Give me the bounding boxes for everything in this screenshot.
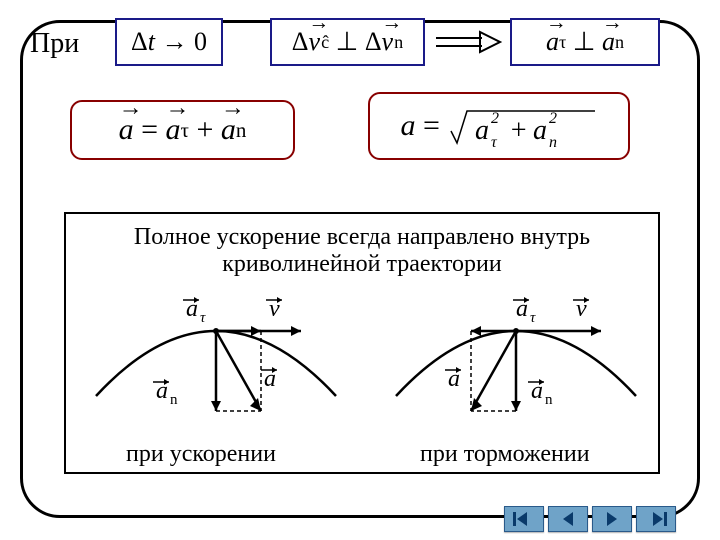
box-a-perp: aτ ⊥ an — [510, 18, 660, 66]
box-dv-perp: Δvĉ ⊥ Δvn — [270, 18, 425, 66]
formula-dt: Δt → 0 — [117, 20, 221, 64]
nav-next-button[interactable] — [592, 506, 632, 532]
svg-text:n: n — [549, 134, 557, 151]
implies-icon — [432, 30, 502, 54]
formula-a-perp: aτ ⊥ an — [512, 20, 658, 64]
svg-text:a: a — [475, 115, 489, 146]
svg-text:n: n — [545, 392, 553, 408]
box-a-sum: a = aτ + an — [70, 100, 295, 160]
caption-decel: при торможении — [420, 441, 590, 468]
svg-text:n: n — [170, 392, 178, 408]
big-box: Полное ускорение всегда направлено внутр… — [64, 212, 660, 474]
label-pri: При — [30, 28, 79, 60]
svg-text:τ: τ — [491, 134, 498, 151]
diagram-deceleration: v a τ a n a — [386, 286, 646, 436]
formula-a-sum: a = aτ + an — [72, 102, 293, 158]
svg-text:2: 2 — [549, 110, 557, 127]
formula-dv-perp: Δvĉ ⊥ Δvn — [272, 20, 423, 64]
nav-last-button[interactable] — [636, 506, 676, 532]
caption-accel: при ускорении — [126, 441, 276, 468]
diagram-acceleration: v a τ a n a — [86, 286, 346, 436]
nav-first-button[interactable] — [504, 506, 544, 532]
nav-buttons — [504, 506, 676, 532]
box-a-mag: a = a 2 τ + a 2 n — [368, 92, 630, 160]
formula-a-mag: a = a 2 τ + a 2 n — [370, 94, 628, 158]
svg-text:+: + — [509, 115, 528, 146]
svg-text:a: a — [533, 115, 547, 146]
svg-text:τ: τ — [530, 310, 536, 326]
nav-prev-button[interactable] — [548, 506, 588, 532]
svg-text:τ: τ — [200, 310, 206, 326]
box-dt: Δt → 0 — [115, 18, 223, 66]
slide: При Δt → 0 Δvĉ ⊥ Δvn aτ ⊥ an a = aτ + — [0, 0, 720, 540]
big-box-title: Полное ускорение всегда направлено внутр… — [66, 224, 658, 278]
svg-text:2: 2 — [491, 110, 499, 127]
